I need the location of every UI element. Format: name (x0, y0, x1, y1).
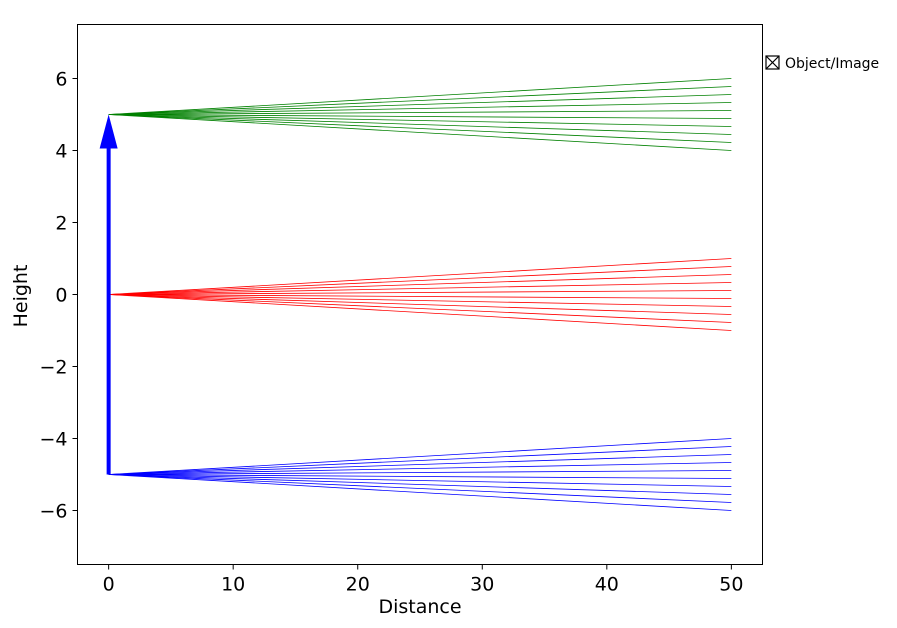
x-tick-label: 10 (221, 574, 245, 596)
y-tick-label: −4 (39, 429, 67, 451)
ray-line (108, 294, 732, 323)
ray-line (108, 470, 732, 475)
ray-line (108, 114, 732, 135)
ray-line (108, 438, 732, 475)
ray-line (108, 474, 732, 503)
plot-frame (77, 24, 763, 565)
ray-line (108, 78, 732, 115)
ray-line (108, 446, 732, 475)
y-tick-label: 4 (55, 141, 67, 163)
box-cross-icon (765, 55, 780, 70)
ray-line (108, 86, 732, 115)
ray-line (108, 294, 732, 299)
ray-line (108, 114, 732, 127)
x-tick-label: 30 (470, 574, 494, 596)
ray-line (108, 274, 732, 295)
y-tick-label: 2 (55, 213, 67, 235)
ray-line (108, 474, 732, 495)
ray-line (108, 258, 732, 295)
ray-line (108, 294, 732, 331)
ray-fan-2 (108, 258, 732, 331)
y-tick-label: 6 (55, 69, 67, 91)
ray-line (108, 294, 732, 315)
legend-label: Object/Image (785, 56, 879, 72)
ray-line (108, 294, 732, 307)
ray-line (108, 94, 732, 115)
ray-line (108, 454, 732, 475)
y-axis-title: Height (10, 265, 32, 328)
ray-line (108, 290, 732, 295)
ray-line (108, 102, 732, 115)
y-tick-label: −6 (39, 501, 67, 523)
x-tick-label: 20 (346, 574, 370, 596)
ray-line (108, 282, 732, 295)
x-tick-label: 50 (719, 574, 743, 596)
y-tick-label: −2 (39, 357, 67, 379)
x-tick-label: 40 (595, 574, 619, 596)
ray-line (108, 474, 732, 487)
object-arrow (99, 114, 118, 475)
ray-line (108, 266, 732, 295)
y-tick-label: 0 (55, 285, 67, 307)
ray-line (108, 114, 732, 119)
ray-line (108, 114, 732, 143)
x-tick-label: 0 (103, 574, 115, 596)
ray-line (108, 114, 732, 151)
ray-line (108, 474, 732, 479)
ray-fan-1 (108, 78, 732, 151)
object-arrow-head (99, 114, 118, 149)
ray-line (108, 474, 732, 511)
ray-fans (108, 78, 732, 511)
legend: Object/Image (765, 55, 879, 72)
x-axis-title: Distance (378, 596, 461, 618)
y-axis: −6 −4 −2 0 2 4 6 (39, 69, 78, 523)
ray-fan-3 (108, 438, 732, 511)
ray-line (108, 110, 732, 115)
ray-line (108, 462, 732, 475)
x-axis: 0 10 20 30 40 50 (103, 564, 743, 596)
